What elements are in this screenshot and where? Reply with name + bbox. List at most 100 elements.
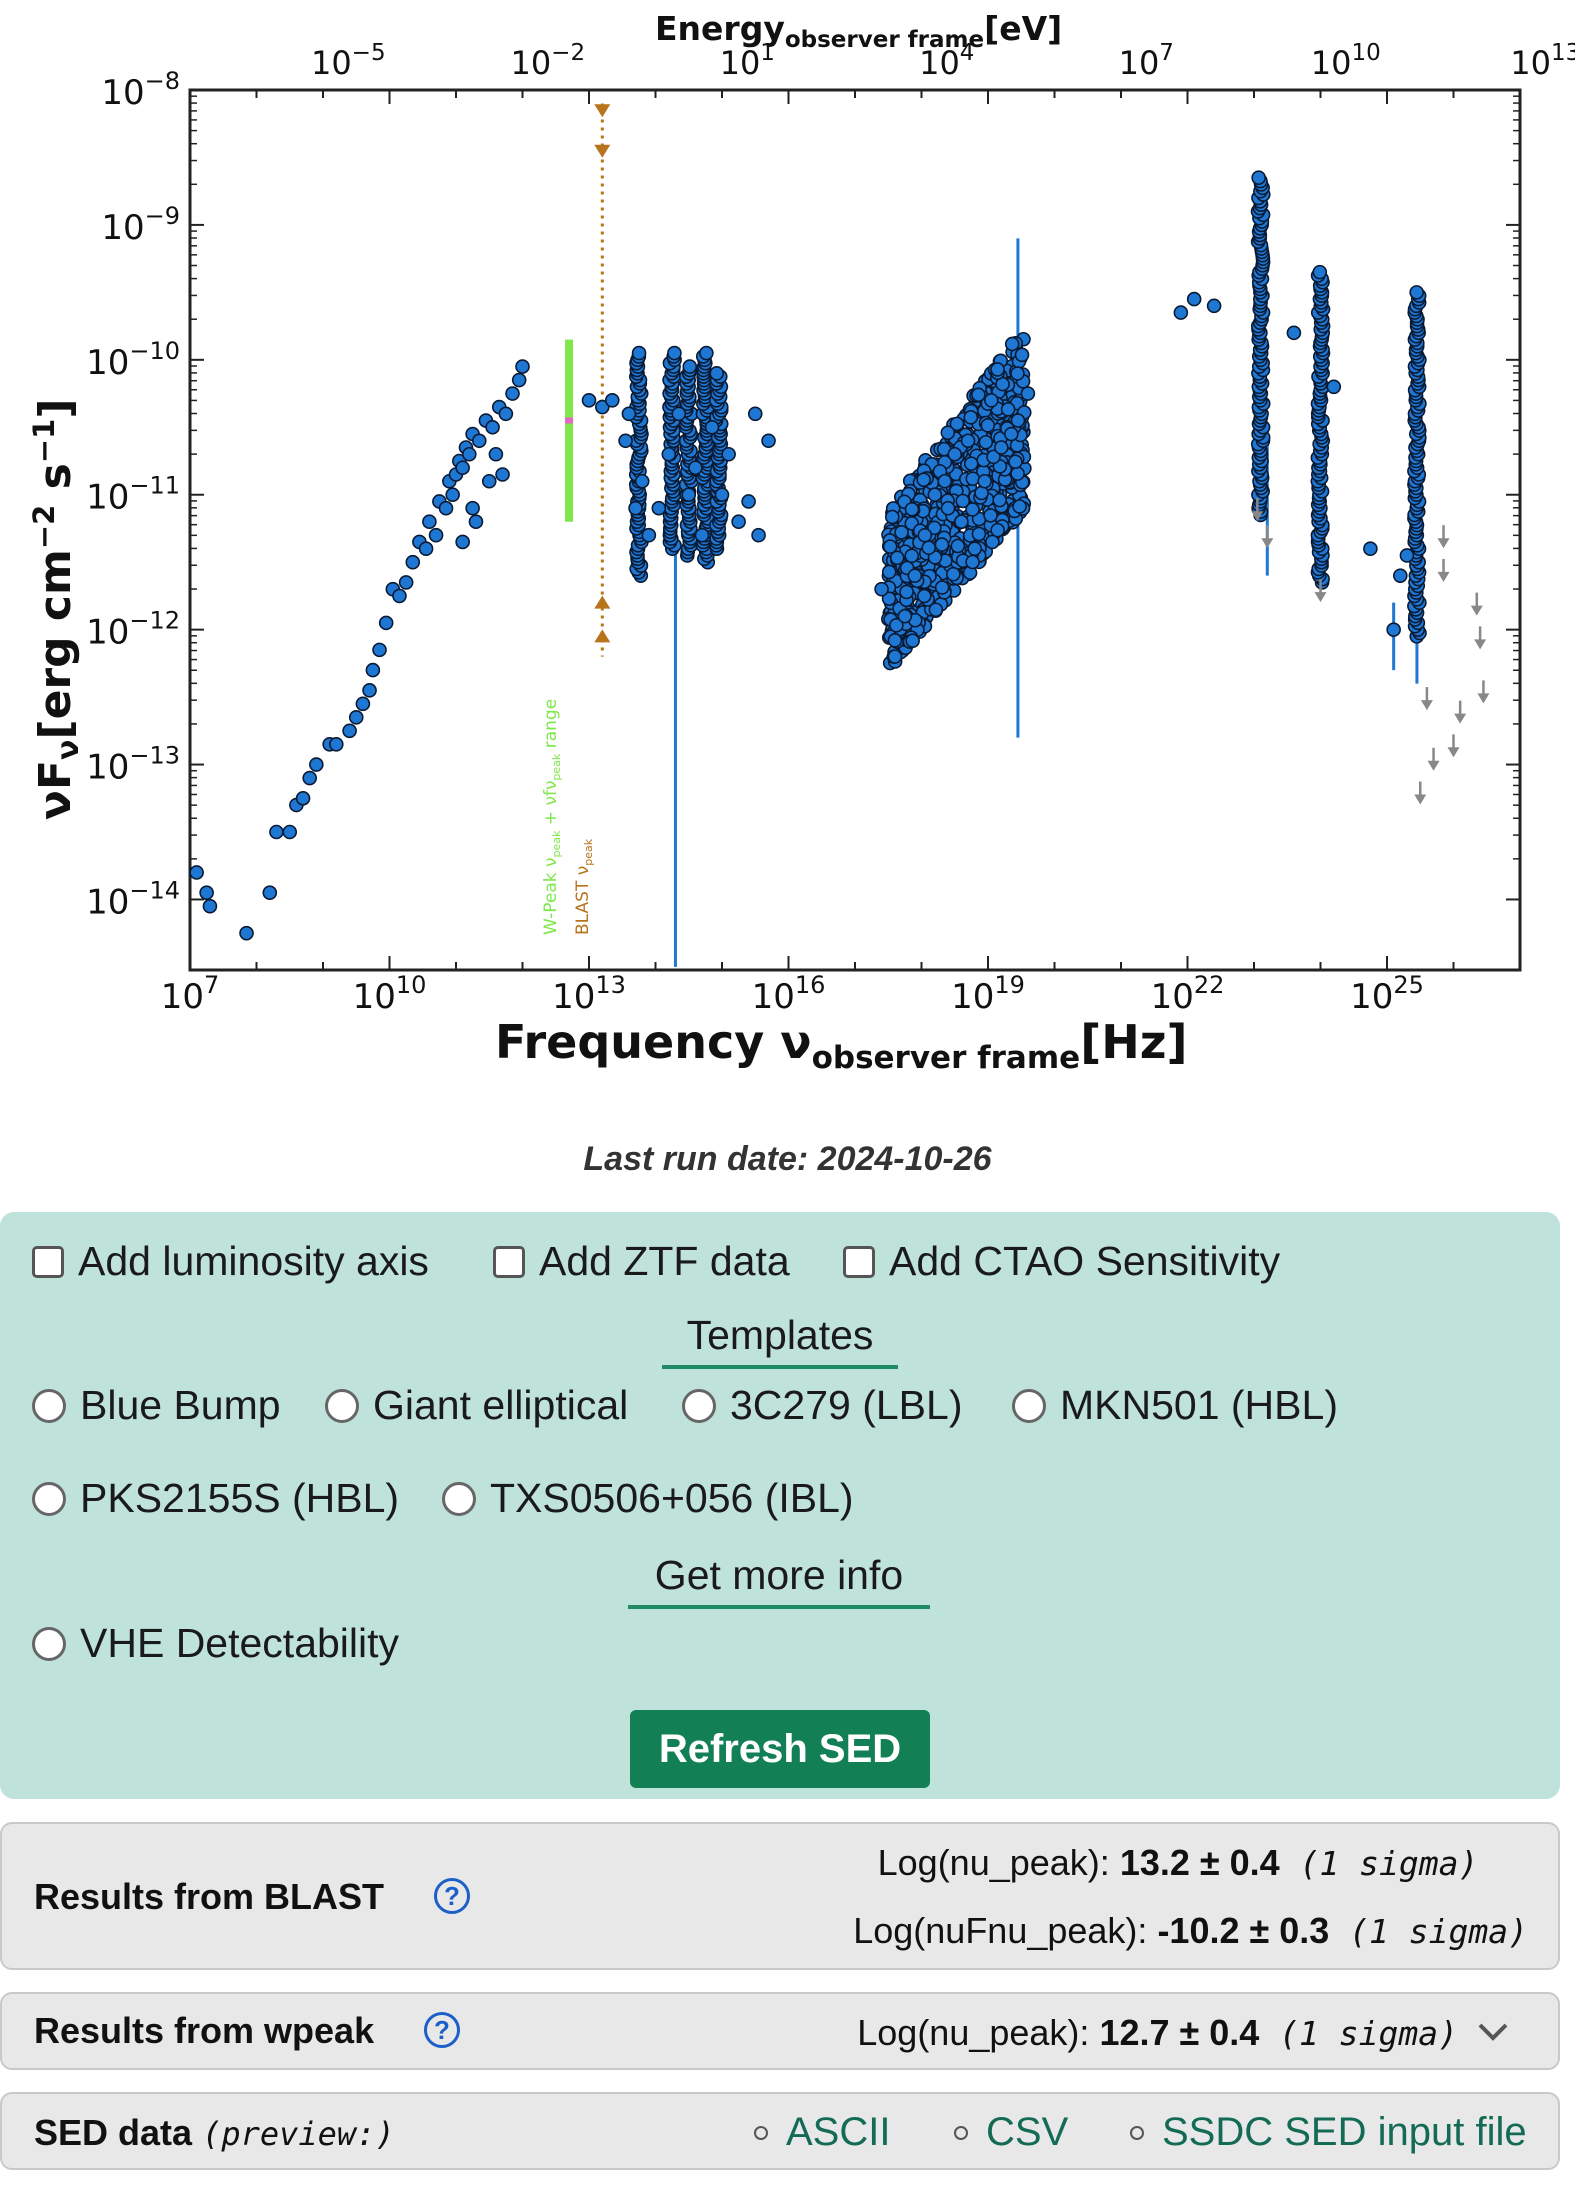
data-point (1399, 548, 1415, 563)
data-point (916, 588, 932, 604)
data-point (295, 790, 311, 806)
data-point (269, 824, 284, 840)
top-tick-label: 101 (720, 40, 775, 82)
blast-results-bar[interactable]: Results from BLAST ? Log(nu_peak): 13.2 … (0, 1822, 1560, 1970)
blast-arrow (594, 104, 611, 118)
ctao-option[interactable]: Add CTAO Sensitivity (843, 1238, 1280, 1285)
data-point (682, 359, 698, 374)
data-point (594, 399, 610, 415)
data-point (342, 723, 357, 739)
luminosity-option[interactable]: Add luminosity axis (32, 1238, 429, 1285)
data-point (302, 770, 318, 786)
upper-limit-arrow (1474, 639, 1487, 650)
top-axis-label: Energyobserver frame[eV] (655, 9, 1062, 53)
bullet-icon (954, 2125, 968, 2140)
template-blue-bump[interactable]: Blue Bump (32, 1382, 281, 1429)
help-icon[interactable]: ? (434, 1878, 470, 1914)
chevron-down-icon[interactable] (1476, 2020, 1510, 2044)
ssdc-link[interactable]: SSDC SED input file (1130, 2110, 1527, 2155)
data-point (1000, 401, 1016, 417)
data-point (940, 500, 956, 516)
data-point (927, 520, 942, 536)
data-point (465, 500, 480, 516)
ctao-checkbox[interactable] (843, 1245, 875, 1278)
template-label: Giant elliptical (373, 1382, 629, 1428)
data-point (963, 410, 979, 425)
data-point (965, 471, 981, 486)
vhe-detectability-option[interactable]: VHE Detectability (32, 1620, 399, 1667)
sed-chart: 107 1010 1013 1016 1019 1022 1025 10−8 10−9 10−10… (27, 9, 1575, 1076)
data-point (1186, 291, 1202, 307)
data-point (949, 416, 965, 432)
data-point (488, 446, 504, 462)
data-point (1004, 336, 1020, 352)
data-point (1312, 264, 1328, 280)
data-point (309, 757, 324, 772)
data-point (985, 534, 1000, 550)
template-label: PKS2155S (HBL) (80, 1475, 400, 1521)
data-point (955, 493, 971, 509)
template-txs0506[interactable]: TXS0506+056 (IBL) (442, 1475, 854, 1522)
data-point (980, 418, 996, 433)
data-point (1010, 366, 1025, 381)
data-point (455, 534, 470, 550)
data-point (628, 500, 643, 516)
radio[interactable] (1012, 1388, 1046, 1423)
data-point (651, 500, 667, 516)
data-point (709, 366, 725, 381)
template-label: 3C279 (LBL) (730, 1382, 963, 1428)
wpeak-results-bar[interactable]: Results from wpeak ? Log(nu_peak): 12.7 … (0, 1992, 1560, 2070)
templates-header: Templates (662, 1312, 898, 1369)
radio[interactable] (32, 1626, 66, 1661)
data-point (667, 345, 682, 361)
luminosity-checkbox[interactable] (32, 1245, 64, 1278)
csv-link[interactable]: CSV (954, 2110, 1068, 2155)
data-point (498, 406, 514, 422)
data-point (965, 554, 980, 570)
data-point (907, 568, 923, 583)
upper-limit-arrow (1427, 760, 1440, 771)
data-point (405, 554, 421, 570)
x-tick-label: 1013 (552, 971, 626, 1017)
upper-limit-arrow (1470, 605, 1483, 616)
ztf-option[interactable]: Add ZTF data (493, 1238, 790, 1285)
data-point (887, 633, 903, 648)
data-point (515, 359, 530, 374)
data-point (747, 406, 763, 422)
y-tick-label: 10−14 (86, 876, 180, 922)
data-point (581, 392, 597, 408)
data-point (889, 550, 905, 566)
data-point (618, 433, 633, 449)
data-point (239, 925, 254, 941)
template-3c279[interactable]: 3C279 (LBL) (682, 1382, 962, 1429)
data-point (887, 649, 903, 664)
radio[interactable] (32, 1481, 66, 1516)
data-point (904, 501, 920, 517)
template-giant-elliptical[interactable]: Giant elliptical (325, 1382, 628, 1429)
data-point (917, 527, 933, 543)
data-point (262, 885, 278, 901)
template-pks2155s[interactable]: PKS2155S (HBL) (32, 1475, 399, 1522)
blast-arrow (594, 595, 611, 609)
blast-arrow (594, 629, 611, 643)
last-run-date: Last run date: 2024-10-26 (583, 1140, 992, 1178)
sed-data-bar[interactable]: SED data (preview:) ASCII CSV SSDC SED i… (0, 2092, 1560, 2170)
refresh-sed-button[interactable]: Refresh SED (630, 1710, 930, 1788)
radio[interactable] (442, 1481, 476, 1516)
data-point (992, 492, 1007, 508)
radio[interactable] (32, 1388, 66, 1423)
radio[interactable] (682, 1388, 716, 1423)
y-tick-label: 10−9 (101, 202, 180, 248)
data-point (927, 487, 943, 503)
data-point (445, 487, 460, 503)
template-mkn501[interactable]: MKN501 (HBL) (1012, 1382, 1338, 1429)
data-point (889, 618, 904, 633)
radio[interactable] (325, 1388, 359, 1423)
data-point (978, 434, 994, 450)
data-point (904, 548, 920, 564)
ztf-checkbox[interactable] (493, 1245, 525, 1278)
data-point (990, 362, 1005, 377)
ascii-link[interactable]: ASCII (754, 2110, 890, 2155)
top-tick-label: 1013 (1510, 40, 1575, 82)
help-icon[interactable]: ? (424, 2012, 460, 2048)
